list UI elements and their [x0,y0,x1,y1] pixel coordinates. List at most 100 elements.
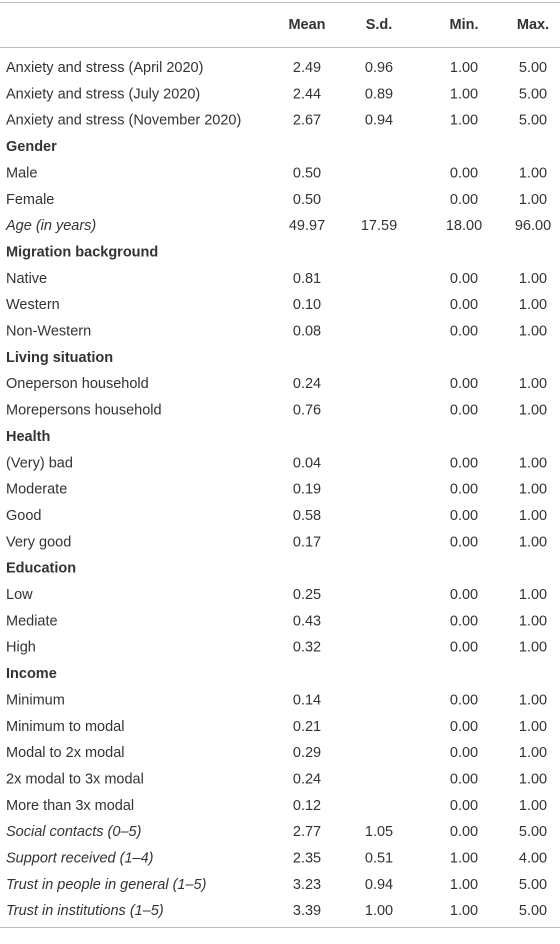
column-header: S.d. [366,17,393,33]
cell: 1.00 [519,271,547,287]
cell: 0.00 [450,455,478,471]
cell: 1.00 [450,903,478,919]
cell: 1.00 [450,877,478,893]
cell: 1.00 [519,719,547,735]
row-label: Morepersons household [6,403,162,419]
row-label: Anxiety and stress (April 2020) [6,60,203,76]
cell: 3.23 [293,877,321,893]
cell: 0.50 [293,192,321,208]
column-header: Max. [517,17,549,33]
section-label: Gender [6,139,57,155]
row-label: Good [6,508,41,524]
cell: 5.00 [519,877,547,893]
cell: 1.00 [519,165,547,181]
cell: 1.00 [519,771,547,787]
cell: 0.00 [450,771,478,787]
cell: 1.00 [450,86,478,102]
cell: 0.24 [293,771,321,787]
cell: 2.49 [293,60,321,76]
row-label: 2x modal to 3x modal [6,771,144,787]
row-label: Minimum to modal [6,719,124,735]
cell: 2.44 [293,86,321,102]
cell: 3.39 [293,903,321,919]
section-label: Migration background [6,244,158,260]
cell: 0.00 [450,324,478,340]
row-label: Moderate [6,482,67,498]
cell: 0.00 [450,798,478,814]
row-label: Social contacts (0–5) [6,824,141,840]
row-label: Male [6,165,37,181]
cell: 1.00 [519,534,547,550]
cell: 0.00 [450,482,478,498]
cell: 1.00 [519,482,547,498]
cell: 4.00 [519,851,547,867]
cell: 0.00 [450,692,478,708]
section-label: Education [6,561,76,577]
cell: 1.00 [450,851,478,867]
row-label: Support received (1–4) [6,851,154,867]
cell: 1.00 [519,455,547,471]
row-label: (Very) bad [6,455,73,471]
cell: 2.77 [293,824,321,840]
row-label: Female [6,192,54,208]
row-label: Anxiety and stress (November 2020) [6,113,241,129]
cell: 1.00 [519,376,547,392]
cell: 0.00 [450,403,478,419]
section-label: Health [6,429,50,445]
cell: 0.04 [293,455,321,471]
cell: 0.10 [293,297,321,313]
cell: 2.35 [293,851,321,867]
row-label: Minimum [6,692,65,708]
row-label: Age (in years) [5,218,96,234]
row-label: Native [6,271,47,287]
row-label: Trust in institutions (1–5) [6,903,164,919]
cell: 0.96 [365,60,393,76]
cell: 0.00 [450,640,478,656]
cell: 0.43 [293,613,321,629]
column-header: Mean [288,17,325,33]
section-label: Income [6,666,57,682]
cell: 0.29 [293,745,321,761]
row-label: Trust in people in general (1–5) [6,877,206,893]
cell: 1.00 [519,640,547,656]
cell: 5.00 [519,903,547,919]
cell: 0.19 [293,482,321,498]
cell: 96.00 [515,218,551,234]
cell: 1.00 [519,403,547,419]
cell: 0.50 [293,165,321,181]
cell: 0.17 [293,534,321,550]
cell: 0.58 [293,508,321,524]
cell: 1.00 [519,587,547,603]
cell: 1.00 [519,798,547,814]
cell: 1.00 [519,192,547,208]
cell: 0.12 [293,798,321,814]
row-label: Western [6,297,60,313]
cell: 1.00 [519,297,547,313]
row-label: High [6,640,36,656]
cell: 0.25 [293,587,321,603]
cell: 0.94 [365,877,393,893]
cell: 1.00 [450,60,478,76]
cell: 0.32 [293,640,321,656]
cell: 2.67 [293,113,321,129]
cell: 1.00 [519,692,547,708]
cell: 1.00 [519,324,547,340]
section-label: Living situation [6,350,113,366]
cell: 0.00 [450,271,478,287]
cell: 0.00 [450,534,478,550]
cell: 0.94 [365,113,393,129]
cell: 5.00 [519,60,547,76]
cell: 1.05 [365,824,393,840]
row-label: More than 3x modal [6,798,134,814]
row-label: Anxiety and stress (July 2020) [6,86,200,102]
row-label: Non-Western [6,324,91,340]
cell: 0.00 [450,192,478,208]
cell: 0.21 [293,719,321,735]
cell: 0.00 [450,613,478,629]
cell: 0.24 [293,376,321,392]
cell: 18.00 [446,218,482,234]
cell: 0.89 [365,86,393,102]
cell: 0.00 [450,824,478,840]
